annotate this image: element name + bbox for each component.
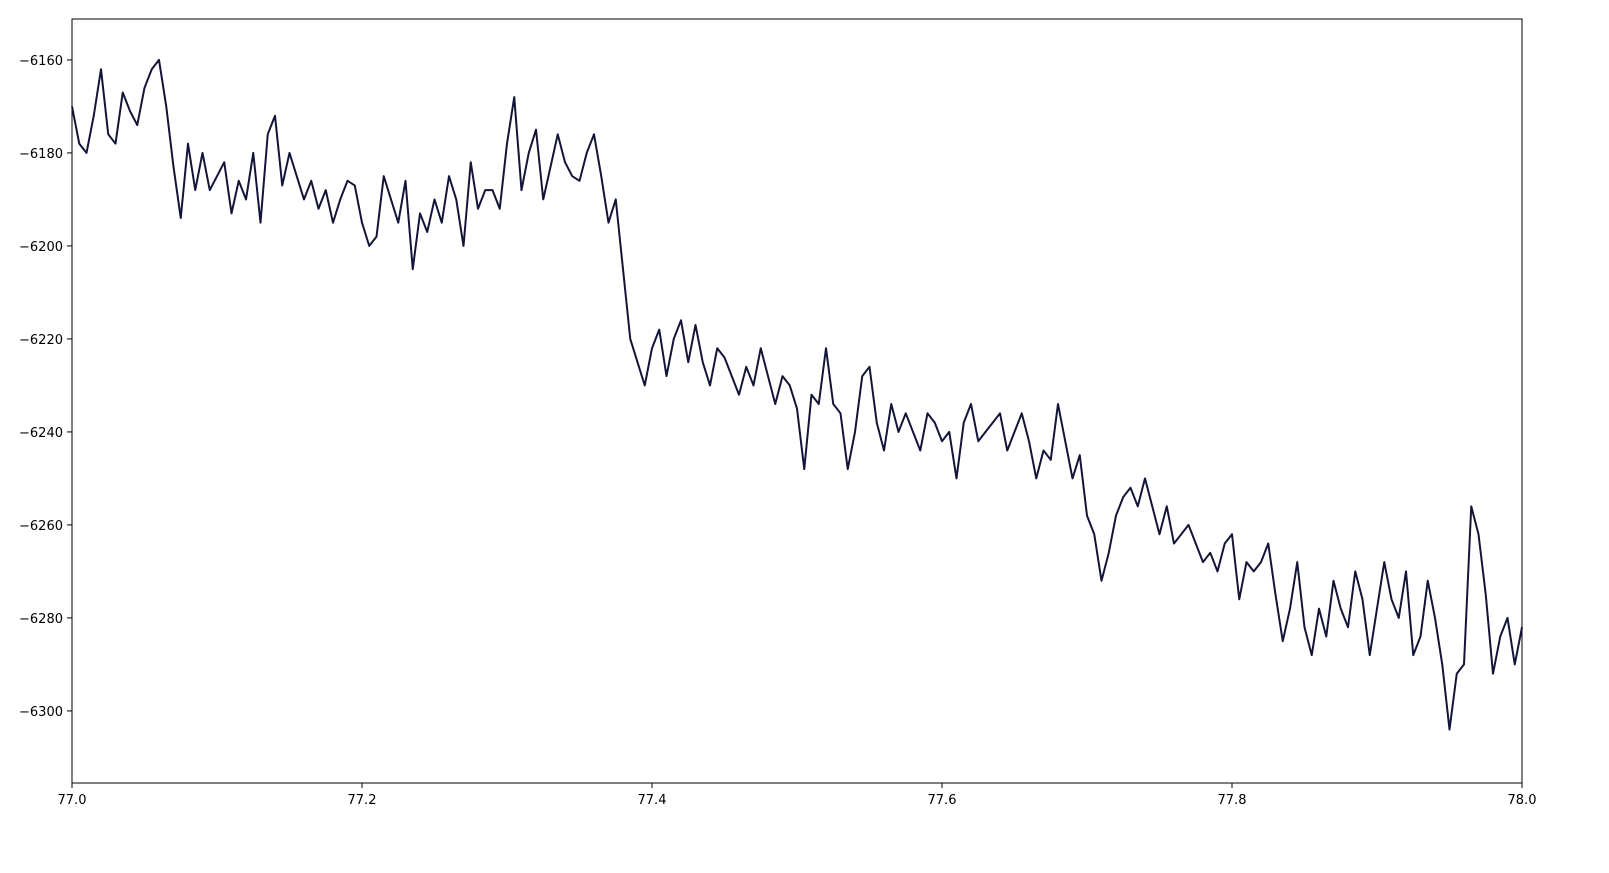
y-tick-label: −6200 bbox=[19, 240, 63, 255]
y-tick-label: −6300 bbox=[19, 705, 63, 720]
x-tick-label: 77.2 bbox=[348, 793, 377, 808]
y-tick-label: −6280 bbox=[19, 612, 63, 627]
y-tick-label: −6260 bbox=[19, 519, 63, 534]
x-tick-label: 78.0 bbox=[1508, 793, 1537, 808]
y-tick-label: −6220 bbox=[19, 333, 63, 348]
data-line bbox=[71, 58, 1523, 731]
y-tick-label: −6240 bbox=[19, 426, 63, 441]
plot-frame bbox=[71, 18, 1523, 784]
x-tick-label: 77.4 bbox=[638, 793, 667, 808]
x-tick-label: 77.6 bbox=[928, 793, 957, 808]
x-tick-label: 77.0 bbox=[58, 793, 87, 808]
y-tick-label: −6180 bbox=[19, 147, 63, 162]
x-tick-label: 77.8 bbox=[1218, 793, 1247, 808]
y-tick-label: −6160 bbox=[19, 54, 63, 69]
